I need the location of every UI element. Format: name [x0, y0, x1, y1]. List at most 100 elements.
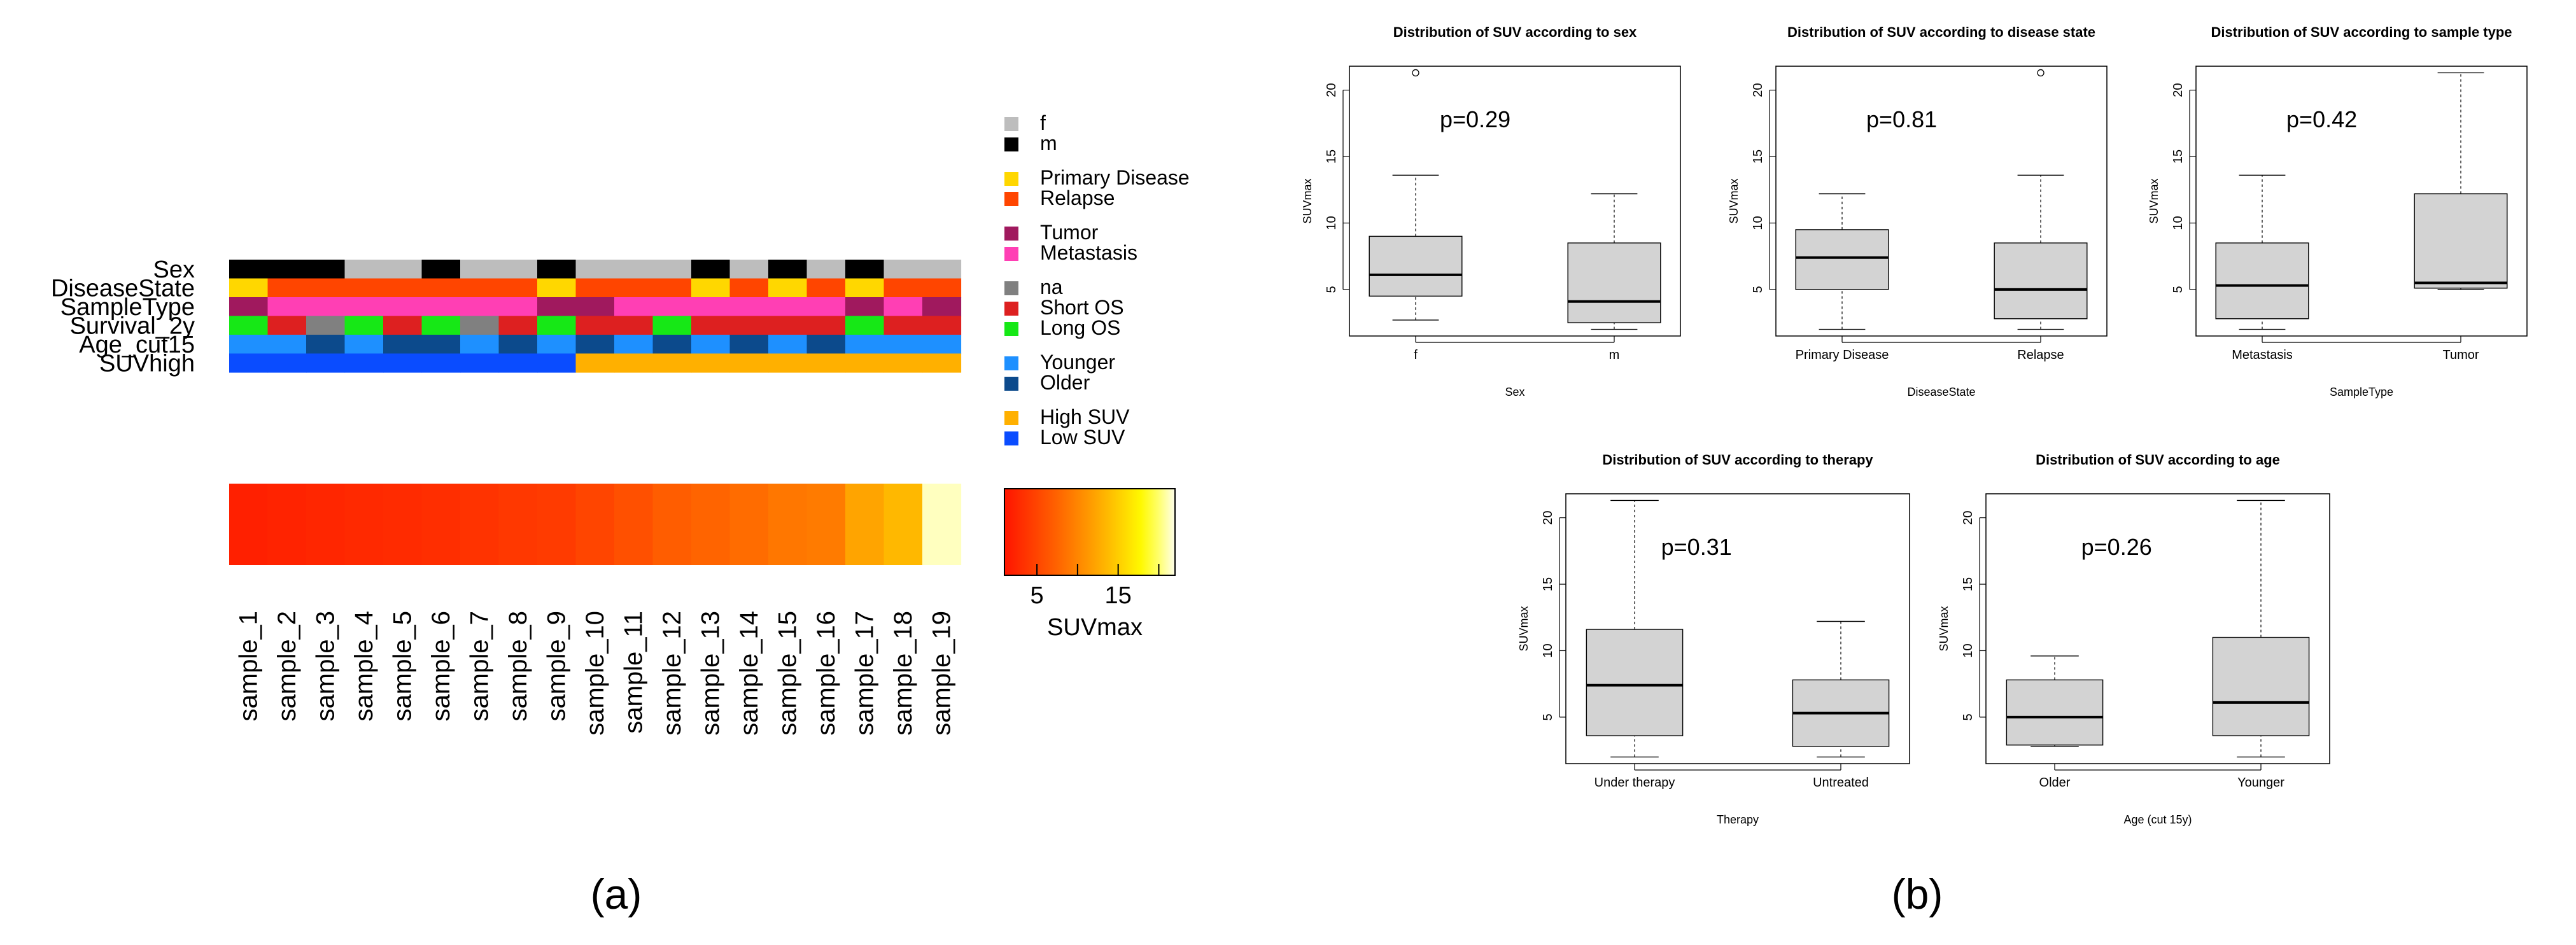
- p-value-annotation: p=0.29: [1440, 106, 1510, 132]
- annotation-cell: [267, 335, 307, 354]
- heatmap-cell: [575, 484, 615, 565]
- annotation-cell: [498, 335, 538, 354]
- heatmap-cell: [922, 484, 962, 565]
- y-tick-label: 15: [1325, 150, 1339, 164]
- annotation-row-label: SampleType: [60, 294, 195, 321]
- annotation-cell: [845, 278, 885, 298]
- legend-swatch: [1004, 192, 1018, 206]
- heatmap-cell: [306, 484, 346, 565]
- annotation-cell: [267, 260, 307, 279]
- heatmap-cell: [267, 484, 307, 565]
- annotation-row-label: DiseaseState: [51, 275, 195, 302]
- colorbar-tick-label: 15: [1105, 582, 1132, 609]
- y-axis-label: SUVmax: [1938, 606, 1950, 651]
- annotation-cell: [306, 278, 346, 298]
- annotation-cell: [344, 335, 384, 354]
- box-iqr: [1586, 629, 1684, 736]
- legend-label: Metastasis: [1040, 241, 1137, 264]
- annotation-cell: [575, 297, 615, 317]
- annotation-cell: [729, 260, 769, 279]
- annotation-cell: [729, 335, 769, 354]
- annotation-cell: [883, 353, 923, 373]
- annotation-cell: [498, 316, 538, 335]
- sample-label: sample_9: [542, 611, 570, 721]
- legend-label: Long OS: [1040, 316, 1120, 339]
- annotation-cell: [575, 335, 615, 354]
- annotation-cell: [306, 297, 346, 317]
- y-tick-label: 10: [2171, 216, 2185, 230]
- y-tick-label: 5: [1961, 713, 1975, 720]
- sample-label: sample_16: [812, 611, 840, 736]
- annotation-cell: [883, 335, 923, 354]
- annotation-cell: [845, 316, 885, 335]
- annotation-cell: [267, 316, 307, 335]
- boxplot-frame: [2195, 66, 2528, 337]
- heatmap-cell: [806, 484, 846, 565]
- y-tick-label: 10: [1961, 643, 1975, 657]
- annotation-cell: [883, 316, 923, 335]
- annotation-cell: [652, 335, 692, 354]
- annotation-cell: [383, 297, 423, 317]
- annotation-cell: [883, 260, 923, 279]
- y-tick-label: 20: [1325, 83, 1339, 97]
- y-tick-label: 15: [1751, 150, 1765, 164]
- sample-label: sample_3: [311, 611, 339, 721]
- y-tick-label: 15: [1541, 577, 1555, 591]
- heatmap-cell: [421, 484, 461, 565]
- heatmap-cell: [344, 484, 384, 565]
- sample-label: sample_15: [773, 611, 801, 736]
- annotation-cell: [229, 353, 269, 373]
- legend-label: Short OS: [1040, 296, 1124, 319]
- annotation-cell: [498, 297, 538, 317]
- y-axis-label: SUVmax: [1517, 606, 1530, 651]
- annotation-cell: [922, 353, 962, 373]
- boxplot-title: Distribution of SUV according to sample …: [2211, 24, 2512, 40]
- annotation-cell: [922, 335, 962, 354]
- annotation-cell: [460, 278, 500, 298]
- boxplot-chart: Distribution of SUV according to disease…: [1728, 24, 2108, 398]
- y-tick-label: 20: [1961, 510, 1975, 524]
- p-value-annotation: p=0.42: [2286, 106, 2357, 132]
- sample-label: sample_5: [388, 611, 416, 721]
- annotation-cell: [806, 335, 846, 354]
- heatmap-cell: [883, 484, 923, 565]
- x-tick-label: Under therapy: [1594, 776, 1675, 790]
- legend-swatch: [1004, 377, 1018, 391]
- annotation-cell: [806, 316, 846, 335]
- annotation-cell: [652, 316, 692, 335]
- annotation-cell: [575, 316, 615, 335]
- panel-b-boxplots: Distribution of SUV according to sex 5 10 1…: [1301, 24, 2528, 826]
- annotation-cell: [729, 278, 769, 298]
- annotation-cell: [652, 353, 692, 373]
- annotation-cell: [421, 260, 461, 279]
- boxplot-title: Distribution of SUV according to sex: [1393, 24, 1637, 40]
- annotation-cell: [768, 297, 808, 317]
- heatmap-cell: [383, 484, 423, 565]
- annotation-cell: [922, 316, 962, 335]
- annotation-cell: [460, 260, 500, 279]
- annotation-cell: [421, 335, 461, 354]
- annotation-cell: [537, 297, 577, 317]
- annotation-cell: [267, 297, 307, 317]
- annotation-cell: [344, 297, 384, 317]
- annotation-cell: [460, 335, 500, 354]
- legend-swatch: [1004, 227, 1018, 241]
- legend-swatch: [1004, 431, 1018, 445]
- heatmap-cell: [729, 484, 769, 565]
- boxplot-chart: Distribution of SUV according to therapy…: [1517, 452, 1910, 826]
- legend-label: m: [1040, 132, 1057, 155]
- boxplot-title: Distribution of SUV according to age: [2036, 452, 2280, 468]
- boxplot-chart: Distribution of SUV according to sex 5 10 1…: [1301, 24, 1681, 398]
- sample-label: sample_4: [350, 611, 378, 721]
- boxplot-title: Distribution of SUV according to disease…: [1787, 24, 2095, 40]
- legend-swatch: [1004, 356, 1018, 370]
- annotation-cell: [845, 335, 885, 354]
- annotation-cell: [614, 297, 654, 317]
- annotation-cell: [806, 260, 846, 279]
- legend-swatch: [1004, 302, 1018, 316]
- annotation-cell: [421, 353, 461, 373]
- annotation-cell: [498, 278, 538, 298]
- x-tick-label: Older: [2039, 776, 2071, 790]
- boxplot-frame: [1985, 493, 2330, 764]
- annotation-cell: [575, 353, 615, 373]
